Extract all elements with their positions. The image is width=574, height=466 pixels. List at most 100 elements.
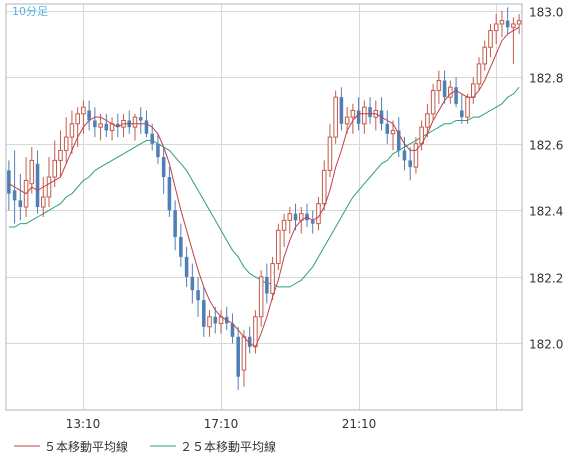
candle-body-down (402, 150, 407, 161)
candle-body-up (281, 219, 287, 231)
candle (179, 223, 183, 267)
candle-body-up (344, 116, 350, 125)
candle (287, 207, 293, 234)
candle-body-down (368, 107, 372, 118)
candle (202, 286, 206, 337)
candle-body-down (138, 117, 143, 121)
candle-body-down (236, 336, 240, 377)
candle (35, 150, 40, 214)
candle (327, 123, 333, 178)
candle-body-down (310, 220, 315, 224)
candle (213, 306, 218, 334)
candle (511, 17, 516, 64)
candle-body-down (408, 160, 412, 168)
candle (281, 213, 287, 247)
candle (390, 120, 396, 151)
candle (98, 113, 103, 141)
candle (207, 310, 212, 337)
candle-body-down (161, 157, 166, 178)
y-tick-label: 182.2 (529, 272, 563, 286)
x-tick-label: 17:10 (204, 417, 239, 431)
candle (408, 147, 412, 181)
candle (448, 80, 453, 104)
candle (7, 160, 11, 211)
candle-body-down (18, 200, 23, 207)
candle-body-down (104, 123, 109, 131)
candle-body-down (173, 210, 177, 237)
y-tick-label: 183.0 (529, 6, 563, 20)
candle-body-up (436, 80, 442, 92)
candle-body-up (316, 203, 321, 225)
candle-body-up (493, 23, 499, 32)
candle-body-up (98, 123, 103, 128)
candle-body-down (190, 276, 195, 291)
candle (482, 40, 488, 71)
plot-frame (5, 3, 523, 411)
legend-ma25-label: ２５本移動平均線 (180, 439, 276, 454)
candle (396, 117, 401, 158)
candle (63, 117, 69, 164)
y-tick-label: 182.6 (529, 139, 563, 153)
grid-layer (6, 4, 522, 410)
candle (58, 130, 63, 178)
candle (276, 223, 281, 271)
candle (425, 103, 430, 138)
candle-body-up (69, 123, 75, 138)
candle (81, 100, 86, 134)
candle (196, 276, 200, 317)
candle (75, 107, 80, 148)
candle-body-up (81, 106, 86, 115)
candle (310, 210, 315, 234)
candle (436, 70, 442, 104)
y-tick-label: 182.0 (529, 338, 563, 352)
candle-body-up (333, 96, 338, 138)
candle (167, 167, 172, 217)
candle (454, 77, 458, 108)
candle (258, 270, 264, 327)
candle (156, 133, 160, 164)
ma25-line (8, 86, 520, 288)
candle-body-up (516, 20, 522, 25)
candle-body-up (425, 113, 430, 128)
candle-body-down (339, 97, 344, 124)
candle (430, 83, 436, 121)
candle (339, 87, 344, 131)
candle-body-down (356, 110, 361, 124)
candle-body-up (327, 136, 333, 171)
candle (150, 123, 154, 151)
candle-body-down (396, 130, 401, 151)
candle (93, 107, 97, 138)
candle (236, 326, 240, 391)
candle (116, 113, 120, 138)
candle-body-up (448, 86, 453, 98)
candle (493, 13, 499, 44)
candle-body-up (29, 159, 35, 185)
candle-body-down (454, 87, 458, 104)
candle-body-down (179, 236, 183, 257)
legend-ma5-label: ５本移動平均線 (44, 439, 128, 454)
candle (350, 103, 356, 134)
candle-body-up (132, 116, 138, 128)
y-tick-label: 182.4 (529, 205, 563, 219)
candle (190, 263, 195, 304)
candle-body-down (293, 213, 298, 221)
candle (87, 100, 91, 131)
candle (385, 110, 390, 144)
candle (18, 173, 23, 221)
candle-body-up (465, 96, 470, 118)
candle-body-up (287, 213, 293, 221)
candle-body-up (321, 169, 327, 205)
candle-body-up (390, 129, 396, 135)
candle-body-up (350, 109, 356, 118)
x-tick-label: 13:10 (66, 417, 101, 431)
candle-body-up (488, 30, 493, 48)
legend: ５本移動平均線 ２５本移動平均線 (14, 439, 276, 454)
candle-body-down (265, 276, 269, 294)
candle-body-down (167, 177, 172, 211)
candle-body-up (476, 63, 482, 85)
candle (413, 137, 419, 174)
candle (402, 137, 407, 171)
candle (184, 246, 189, 287)
candle-body-up (207, 316, 212, 328)
